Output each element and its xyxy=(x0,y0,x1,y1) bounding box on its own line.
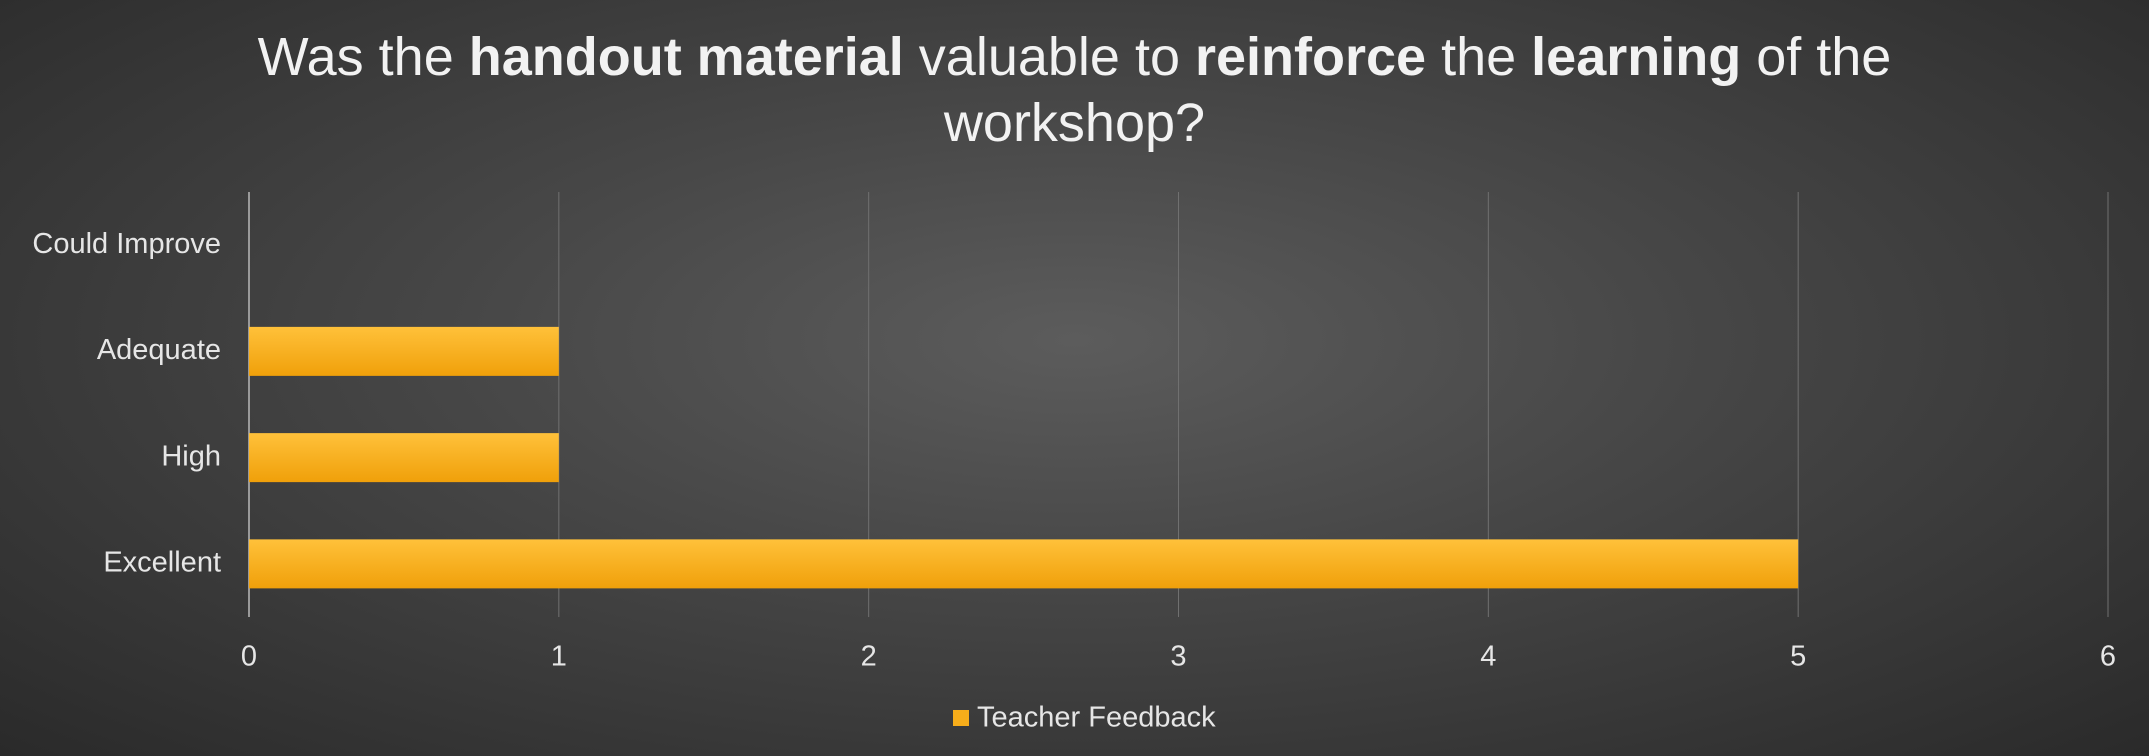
x-tick-label: 0 xyxy=(241,641,257,673)
bar xyxy=(249,539,1799,589)
x-tick-label: 1 xyxy=(551,641,567,673)
x-tick-label: 4 xyxy=(1480,641,1496,673)
x-tick-label: 3 xyxy=(1170,641,1186,673)
title-run: reinforce xyxy=(1195,27,1427,87)
title-run: handout material xyxy=(468,27,904,87)
y-tick-label: High xyxy=(161,440,221,472)
bar xyxy=(249,326,559,376)
bar xyxy=(249,433,559,483)
y-tick-label: Excellent xyxy=(103,547,221,579)
title-run: Was the xyxy=(257,27,469,87)
chart-title: Was the handout material valuable to rei… xyxy=(215,24,1935,156)
title-run: learning xyxy=(1531,27,1742,87)
title-run: the xyxy=(1426,27,1532,87)
y-tick-label: Adequate xyxy=(97,334,221,366)
x-tick-label: 5 xyxy=(1790,641,1806,673)
title-run: valuable to xyxy=(903,27,1195,87)
legend-label: Teacher Feedback xyxy=(977,702,1216,734)
x-tick-label: 6 xyxy=(2100,641,2116,673)
y-tick-label: Could Improve xyxy=(32,228,221,260)
legend-swatch xyxy=(953,710,969,726)
title-run: of the workshop? xyxy=(943,27,1892,153)
x-tick-label: 2 xyxy=(861,641,877,673)
